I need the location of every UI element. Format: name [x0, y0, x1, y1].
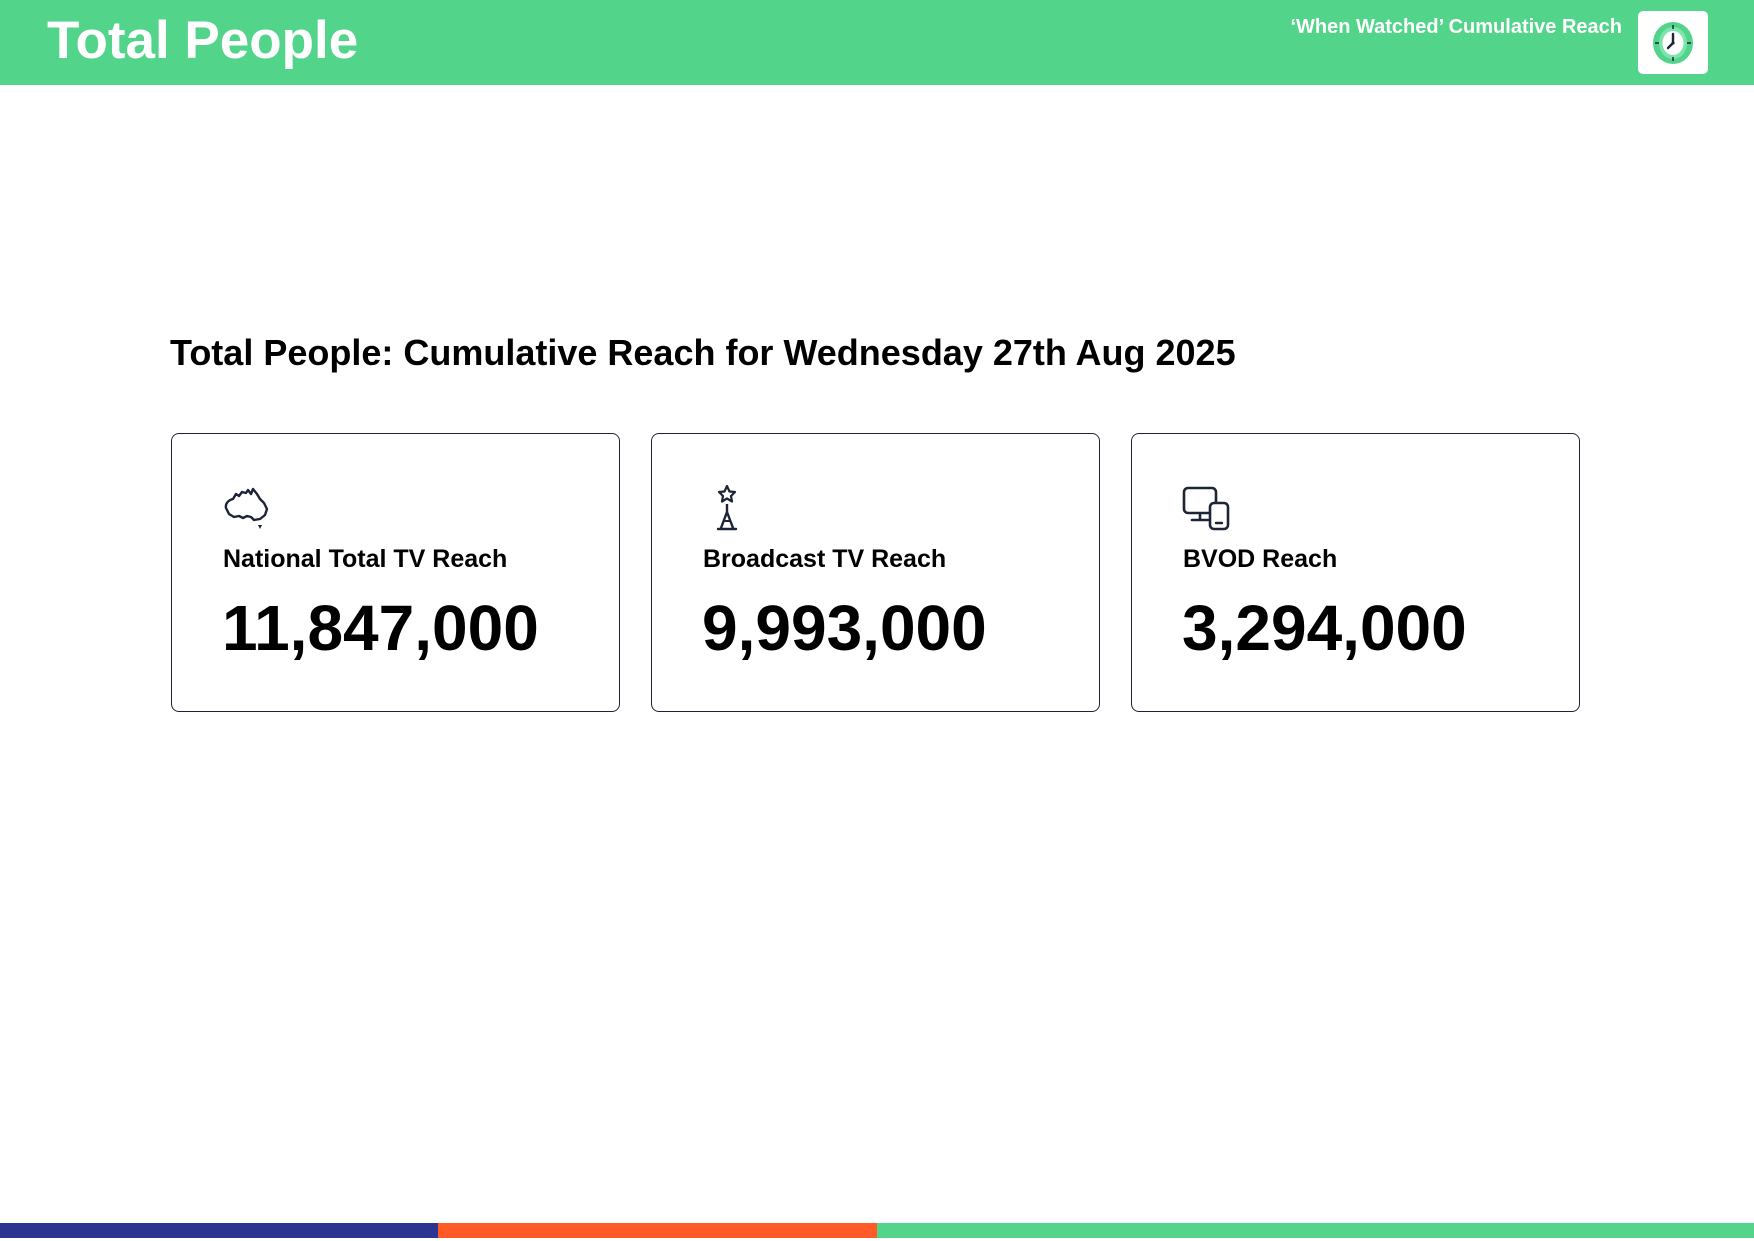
footer-stripe [0, 1223, 1754, 1238]
page-title: Total People [47, 11, 359, 70]
devices-icon [1182, 486, 1230, 531]
broadcast-tv-reach-card: Broadcast TV Reach 9,993,000 [651, 433, 1100, 712]
header-bar: Total People ‘When Watched’ Cumulative R… [0, 0, 1754, 85]
national-tv-reach-card: National Total TV Reach 11,847,000 [171, 433, 620, 712]
card-value: 11,847,000 [222, 592, 539, 664]
footer-stripe-navy [0, 1223, 438, 1238]
card-label: National Total TV Reach [223, 545, 508, 573]
clock-icon [1653, 22, 1693, 64]
card-label: Broadcast TV Reach [703, 545, 947, 573]
footer-stripe-green [877, 1223, 1754, 1238]
footer-stripe-orange [438, 1223, 877, 1238]
bvod-reach-card: BVOD Reach 3,294,000 [1131, 433, 1580, 712]
header-subtitle: ‘When Watched’ Cumulative Reach [1290, 16, 1622, 38]
card-value: 3,294,000 [1182, 592, 1467, 664]
card-value: 9,993,000 [702, 592, 987, 664]
card-label: BVOD Reach [1183, 545, 1338, 573]
broadcast-tower-icon [716, 485, 738, 531]
logo-badge [1638, 11, 1708, 74]
australia-map-icon [224, 487, 269, 529]
section-title: Total People: Cumulative Reach for Wedne… [170, 332, 1236, 373]
